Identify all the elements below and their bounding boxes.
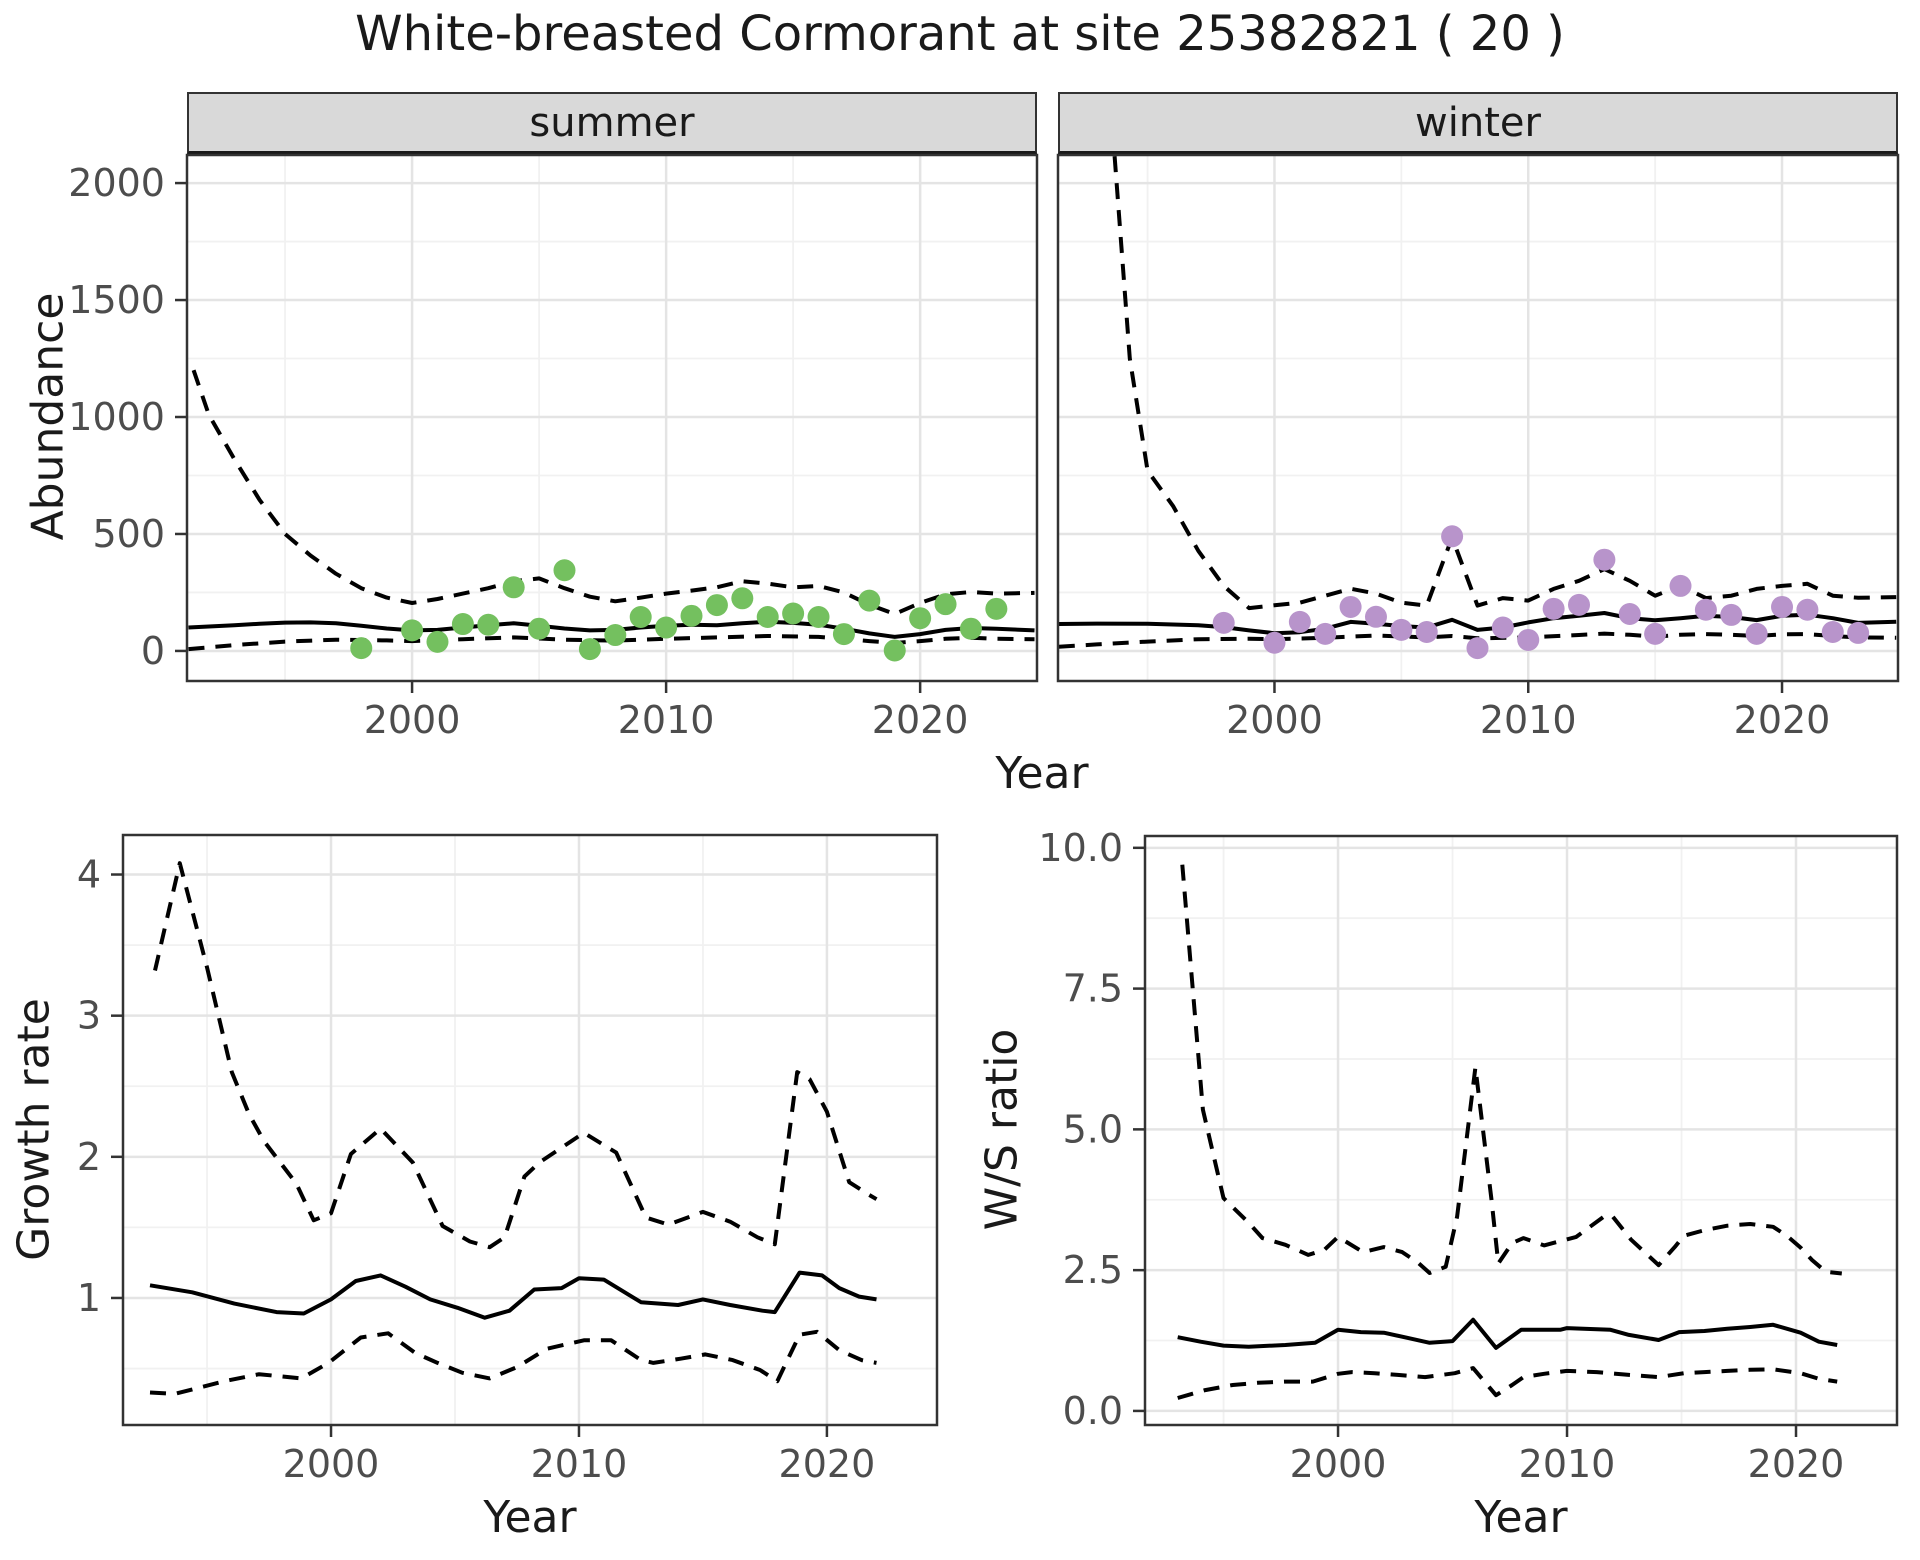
growth-year-axis-title: Year (483, 1492, 577, 1543)
facet-strip-winter: winter (1058, 92, 1898, 154)
svg-text:2000: 2000 (1290, 1442, 1387, 1486)
growth-rate-chart: 2000 2010 2020 1 2 3 4 (77, 833, 939, 1486)
svg-text:2010: 2010 (1519, 1442, 1616, 1486)
facet-strip-summer: summer (187, 92, 1037, 154)
svg-text:10.0: 10.0 (1038, 826, 1123, 870)
svg-text:2000: 2000 (364, 698, 461, 742)
facet-strip-winter-label: winter (1415, 99, 1541, 146)
svg-text:7.5: 7.5 (1063, 967, 1123, 1011)
ws-ratio-axis-title: W/S ratio (976, 1028, 1028, 1231)
svg-text:2020: 2020 (779, 1442, 876, 1486)
top-year-axis-title: Year (995, 748, 1089, 799)
svg-text:2.5: 2.5 (1063, 1248, 1123, 1292)
svg-text:2020: 2020 (872, 698, 969, 742)
svg-text:2: 2 (77, 1135, 101, 1179)
svg-text:2010: 2010 (1480, 698, 1577, 742)
plot-title: White-breasted Cormorant at site 2538282… (355, 6, 1565, 62)
svg-text:2000: 2000 (68, 161, 165, 205)
winter-abundance-chart: 2000 2010 2020 (1056, 153, 1900, 742)
svg-text:0: 0 (141, 629, 165, 673)
svg-text:1: 1 (77, 1276, 101, 1320)
facet-strip-summer-label: summer (529, 99, 695, 146)
svg-text:2000: 2000 (283, 1442, 380, 1486)
svg-text:1500: 1500 (68, 278, 165, 322)
summer-abundance-chart: 2000 2010 2020 0 500 1000 1500 2000 (68, 153, 1039, 742)
growth-rate-axis-title: Growth rate (8, 998, 60, 1261)
svg-text:2020: 2020 (1734, 698, 1831, 742)
svg-text:500: 500 (92, 512, 165, 556)
svg-text:2000: 2000 (1226, 698, 1323, 742)
svg-text:2010: 2010 (618, 698, 715, 742)
svg-text:0.0: 0.0 (1063, 1389, 1123, 1433)
svg-text:4: 4 (77, 853, 101, 897)
ws-year-axis-title: Year (1474, 1492, 1568, 1543)
svg-text:2020: 2020 (1748, 1442, 1845, 1486)
abundance-axis-title: Abundance (22, 292, 74, 541)
svg-text:2010: 2010 (531, 1442, 628, 1486)
ws-ratio-chart: 2000 2010 2020 0.0 2.5 5.0 7.5 10.0 (1038, 826, 1899, 1486)
svg-text:5.0: 5.0 (1063, 1107, 1123, 1151)
svg-text:1000: 1000 (68, 395, 165, 439)
svg-text:3: 3 (77, 994, 101, 1038)
